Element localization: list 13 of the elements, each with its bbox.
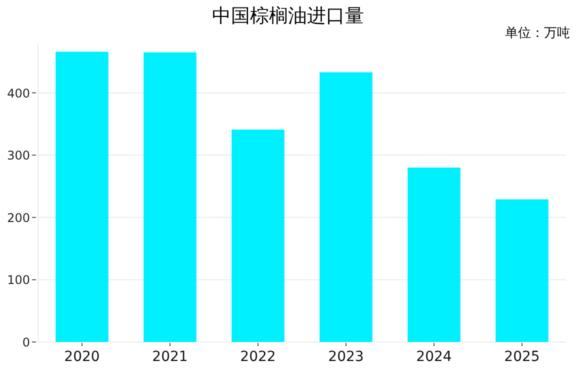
ytick: 200 <box>7 210 30 225</box>
ytick: 0 <box>22 336 30 350</box>
xtick: 2020 <box>64 349 100 365</box>
ytick: 400 <box>7 86 30 100</box>
title: 中国棕榈油进口量 <box>212 5 364 27</box>
xtick: 2023 <box>328 349 364 365</box>
ytick: 300 <box>7 148 30 163</box>
xtick: 2025 <box>504 349 540 365</box>
xtick: 2024 <box>416 349 452 365</box>
annotation: 单位：万吨 <box>505 26 570 41</box>
xtick: 2022 <box>240 349 276 365</box>
xtick: 2021 <box>152 349 188 365</box>
ytick: 100 <box>7 273 30 288</box>
